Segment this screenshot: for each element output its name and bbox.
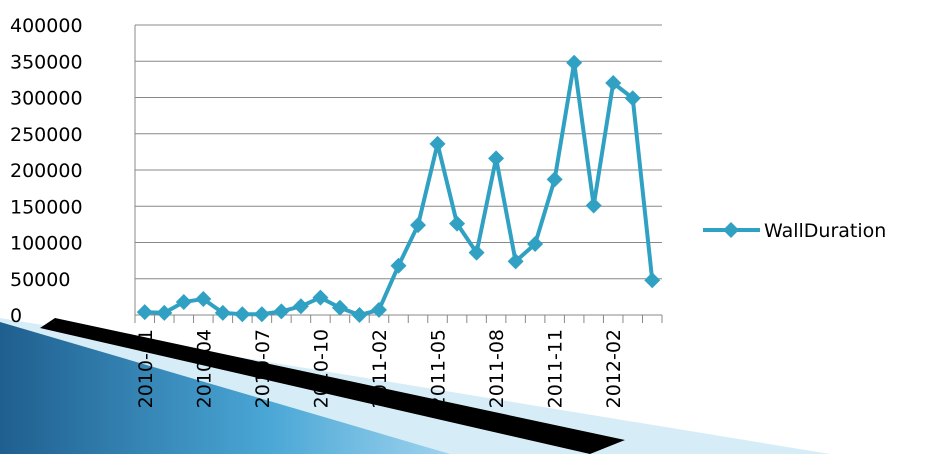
- legend-label: WallDuration: [764, 220, 886, 242]
- data-point: [370, 301, 387, 318]
- data-point: [214, 304, 231, 321]
- data-point: [136, 304, 153, 321]
- y-tick-label: 400000: [10, 15, 83, 37]
- y-tick-label: 100000: [10, 233, 83, 255]
- y-tick-label: 50000: [10, 269, 70, 291]
- data-point: [410, 217, 427, 234]
- legend-marker: [723, 222, 739, 238]
- data-point: [331, 299, 348, 316]
- data-point: [507, 253, 524, 270]
- data-point: [644, 272, 661, 289]
- series-line: [144, 60, 655, 317]
- data-point: [292, 298, 309, 315]
- y-tick-label: 150000: [10, 196, 83, 218]
- data-point: [234, 306, 251, 323]
- x-tick-label: 2010-07: [252, 329, 274, 408]
- y-tick-label: 0: [10, 305, 22, 327]
- y-tick-label: 250000: [10, 124, 83, 146]
- data-point: [605, 75, 622, 91]
- x-tick-label: 2011-08: [486, 329, 508, 408]
- data-point: [488, 150, 505, 167]
- data-point: [624, 90, 641, 107]
- slide-decoration: [0, 318, 830, 454]
- data-point: [351, 307, 368, 323]
- x-tick-label: 2010-10: [310, 329, 332, 408]
- data-point: [175, 293, 192, 310]
- x-tick-label: 2010-04: [193, 329, 215, 408]
- data-point: [546, 171, 563, 188]
- y-tick-label: 300000: [10, 88, 83, 110]
- data-point: [390, 257, 407, 274]
- x-tick-label: 2011-05: [428, 329, 450, 408]
- x-tick-label: 2011-11: [545, 329, 567, 408]
- data-point: [156, 304, 173, 321]
- data-point: [273, 303, 290, 320]
- plot-area: 0 50000 100000 150000 200000 250000 300000 3500…: [10, 15, 886, 408]
- x-tick-label: 2011-02: [369, 329, 391, 408]
- y-tick-label: 350000: [10, 51, 83, 73]
- data-point: [195, 291, 212, 308]
- data-point: [527, 235, 544, 252]
- data-point: [585, 197, 602, 214]
- data-point: [468, 244, 485, 261]
- data-point: [312, 289, 329, 306]
- data-point: [429, 135, 446, 152]
- data-point: [253, 306, 270, 323]
- data-point: [449, 215, 466, 232]
- data-point: [566, 54, 583, 71]
- x-tick-label: 2012-02: [603, 329, 625, 408]
- x-tick-label: 2010-01: [135, 329, 157, 408]
- y-tick-label: 200000: [10, 160, 83, 182]
